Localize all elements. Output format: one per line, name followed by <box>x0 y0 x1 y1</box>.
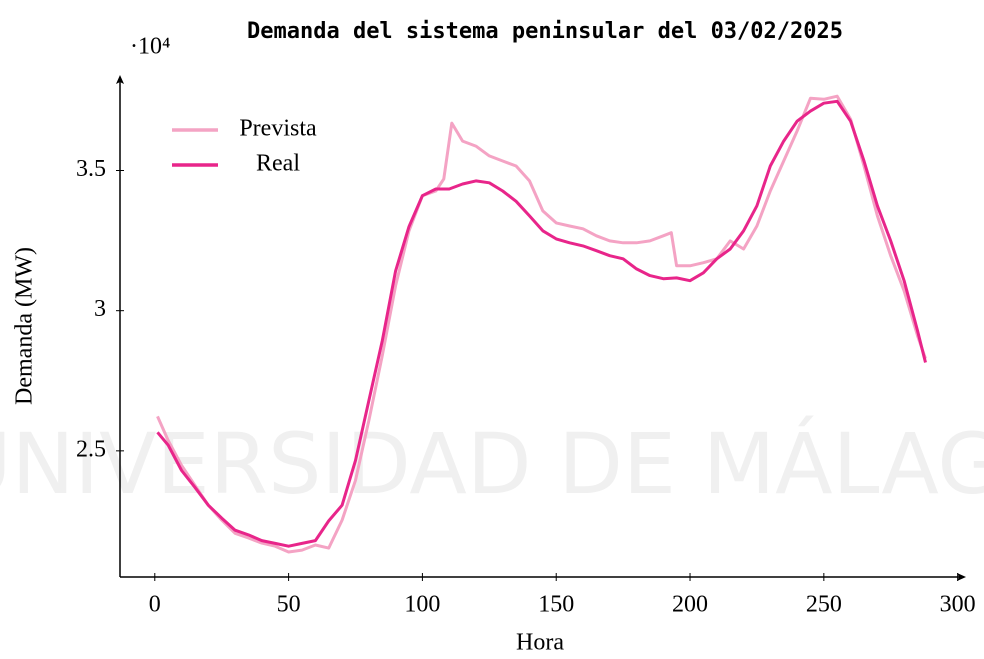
x-tick-label: 300 <box>940 592 976 618</box>
y-tick-label: 3 <box>94 296 106 322</box>
chart-title: Demanda del sistema peninsular del 03/02… <box>247 19 843 44</box>
x-tick-label: 50 <box>277 592 301 618</box>
page: {"chart_data": {"type": "line", "title":… <box>0 0 984 659</box>
y-scale-label: ·10⁴ <box>130 34 170 60</box>
x-axis-label: Hora <box>516 630 564 656</box>
legend-label: Real <box>256 151 300 177</box>
x-tick-label: 150 <box>538 592 574 618</box>
y-tick-label: 3.5 <box>76 156 106 182</box>
y-axis-label: Demanda (MW) <box>12 247 38 405</box>
chart: UNIVERSIDAD DE MÁLAGA Demanda del sistem… <box>0 0 984 659</box>
x-tick-label: 250 <box>806 592 842 618</box>
legend-label: Prevista <box>239 116 317 142</box>
watermark: UNIVERSIDAD DE MÁLAGA <box>0 415 984 513</box>
x-tick-label: 0 <box>149 592 161 618</box>
x-tick-label: 200 <box>672 592 708 618</box>
y-tick-label: 2.5 <box>76 436 106 462</box>
x-tick-label: 100 <box>404 592 440 618</box>
